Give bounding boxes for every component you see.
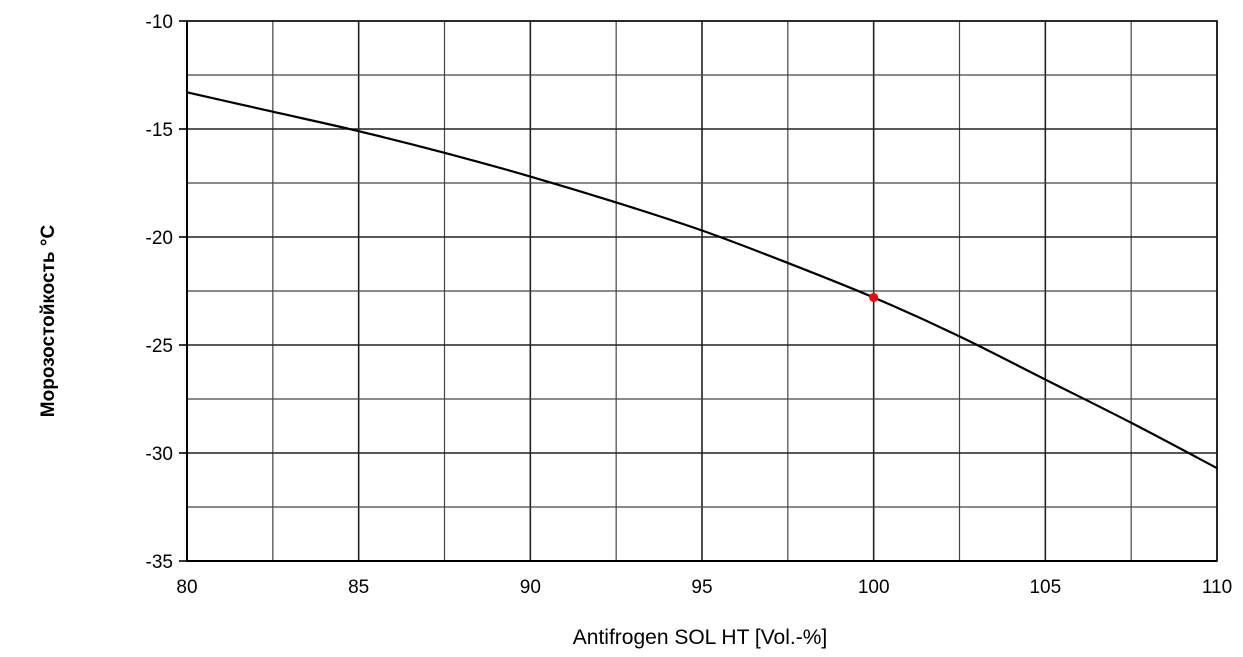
y-tick-label: -30: [146, 444, 173, 465]
x-tick-labels: 80 85 90 95 100 105 110: [176, 577, 1232, 598]
x-tick-label: 85: [348, 577, 369, 598]
y-tick-label: -20: [146, 228, 173, 249]
y-tick-label: -10: [146, 12, 173, 33]
y-axis-title: Морозостойкость °C: [38, 225, 59, 418]
plot-frame: [179, 20, 1218, 562]
y-tick-label: -15: [146, 120, 173, 141]
series-group: [186, 91, 1218, 470]
x-tick-label: 110: [1202, 577, 1232, 598]
y-tick-labels: -10 -15 -20 -25 -30 -35: [146, 12, 173, 573]
x-tick-label: 100: [858, 577, 890, 598]
series-line: [186, 91, 1218, 470]
x-tick-label: 80: [176, 577, 197, 598]
grid-lines: [186, 20, 1218, 562]
y-tick-label: -25: [146, 336, 173, 357]
x-tick-label: 105: [1029, 577, 1061, 598]
x-axis-title: Antifrogen SOL HT [Vol.-%]: [573, 626, 827, 649]
y-tick-label: -35: [146, 552, 173, 573]
x-tick-label: 90: [520, 577, 541, 598]
x-tick-label: 95: [691, 577, 712, 598]
highlight-point: [869, 292, 879, 302]
